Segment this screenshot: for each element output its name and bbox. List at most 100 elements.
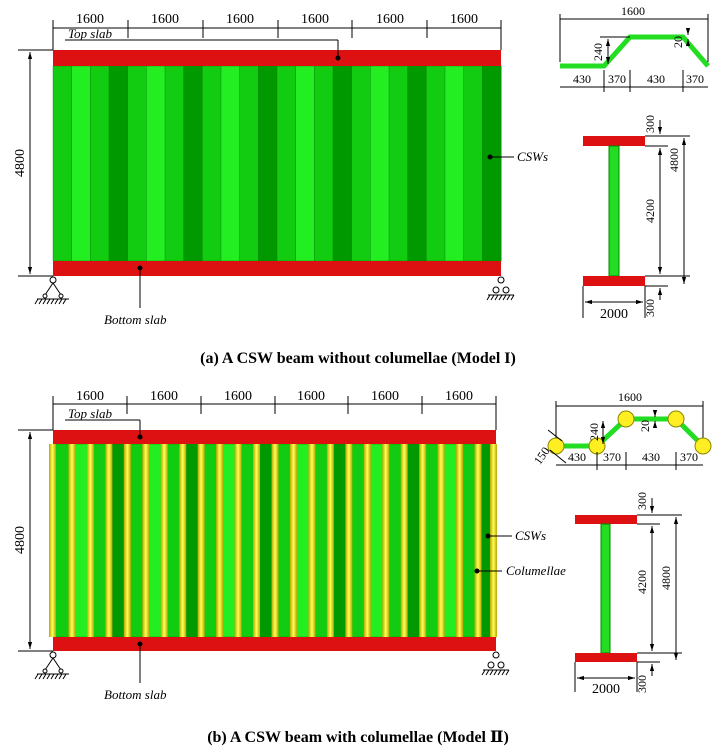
panel-a-section-top-dim: 300 [643,115,657,133]
panel-b-dim-1: 1600 [76,389,104,404]
panel-a: 1600 1600 1600 1600 1600 1600 4800 Top s… [13,4,710,367]
panel-a-csw-web [52,65,502,262]
panel-a-dim-5: 1600 [376,12,404,27]
csw-web-strip [239,65,259,262]
columella-bar [142,444,150,637]
panel-b-columellae [49,444,497,637]
panel-a-profile-total: 1600 [621,4,645,18]
panel-a-top-slab [53,50,501,66]
columella-bar [253,444,261,637]
panel-b-profile-thickness: 20 [638,420,652,432]
csw-web-strip [388,65,409,262]
csw-web-strip [295,65,315,262]
csw-web-strip [220,65,241,262]
panel-a-section-bottom-dim: 300 [643,299,657,317]
panel-a-profile-seg-4: 370 [686,72,704,86]
panel-a-bottom-slab-label: Bottom slab [104,312,167,327]
columella-bar [437,444,445,637]
panel-b-profile-seg-3: 430 [642,450,660,464]
panel-a-profile-depth: 240 [591,43,605,61]
columella-bar [234,444,242,637]
csw-web-strip [314,65,334,262]
columella-bar [490,444,497,637]
csw-web-strip [202,65,222,262]
columella-bar [474,444,482,637]
csw-web-strip [276,65,297,262]
panel-b-left-support [34,651,69,680]
panel-b-dim-3: 1600 [224,389,252,404]
panel-a-section-web [608,145,620,277]
csw-web-strip [407,65,427,262]
panel-b-section-width-dim: 2000 [592,682,620,697]
csw-web-strip [258,65,278,262]
panel-b-section-bottom-flange [575,653,637,662]
panel-b-section-bottom-dim: 300 [635,675,649,693]
panel-a-section-bottom-flange [583,276,645,286]
columella-bar [289,444,297,637]
panel-b-section-web [600,523,611,654]
columella-bar [179,444,187,637]
panel-b-profile-columella [694,437,712,455]
panel-b-bottom-slab-label: Bottom slab [104,687,167,702]
panel-a-csw-label: CSWs [517,149,548,164]
columella-bar [382,444,390,637]
columella-bar [271,444,279,637]
columella-bar [419,444,427,637]
columella-bar [49,444,56,637]
panel-a-bottom-slab [53,261,501,276]
panel-b-section-top-dim: 300 [635,492,649,510]
panel-a-section-total-dim: 4800 [667,148,681,172]
panel-b-profile-columella [667,410,685,428]
csw-web-strip [183,65,203,262]
csw-web-strip [90,65,110,262]
panel-a-profile-seg-3: 430 [647,72,665,86]
columella-bar [123,444,131,637]
csw-web-strip [52,65,73,262]
columella-bar [197,444,205,637]
columella-bar [105,444,113,637]
panel-b-csw-label: CSWs [515,528,546,543]
panel-a-section-web-dim: 4200 [643,199,657,223]
panel-b-profile-columella [617,410,635,428]
columella-bar [308,444,316,637]
panel-b-height-label: 4800 [13,526,28,554]
panel-a-right-support [486,276,515,301]
panel-b-section-web-dim: 4200 [635,570,649,594]
panel-b-profile-seg-1: 430 [568,450,586,464]
panel-b-caption: (b) A CSW beam with columellae (Model Ⅱ) [207,729,509,746]
panel-b-right-support [481,651,510,676]
csw-web-strip [444,65,465,262]
panel-a-profile-seg-2: 370 [608,72,626,86]
panel-a-caption: (a) A CSW beam without columellae (Model… [200,350,516,367]
panel-a-cross-section: 300 4200 4800 300 2000 [582,115,690,322]
csw-web-strip [71,65,91,262]
panel-b-top-slab-label: Top slab [68,406,112,421]
panel-a-profile: 1600 240 20 430 370 430 370 [559,4,710,92]
panel-a-section-width-dim: 2000 [600,307,628,322]
panel-a-dim-3: 1600 [226,12,254,27]
panel-b-segment-dims: 1600 1600 1600 1600 1600 1600 [52,389,497,430]
panel-a-profile-seg-1: 430 [573,72,591,86]
panel-a-dim-2: 1600 [151,12,179,27]
csw-web-strip [370,65,390,262]
csw-web-strip [164,65,185,262]
csw-web-strip [108,65,129,262]
csw-web-strip [332,65,353,262]
columella-bar [400,444,408,637]
csw-web-strip [351,65,371,262]
panel-b-height-dim: 4800 [13,429,53,652]
csw-web-strip [127,65,147,262]
panel-b-section-total-dim: 4800 [659,566,673,590]
panel-b-profile-columella [547,437,565,455]
panel-a-profile-shape [560,34,710,69]
panel-b-cross-section: 300 4200 4800 300 2000 [574,492,682,697]
csw-web-strip [463,65,483,262]
csw-web-strip [482,65,502,262]
csw-web-strip [146,65,166,262]
panel-a-top-slab-label: Top slab [68,26,112,41]
panel-a-dim-1: 1600 [76,12,104,27]
panel-b-bottom-slab [53,637,496,651]
panel-b-dim-6: 1600 [445,389,473,404]
panel-b-profile-depth: 240 [587,423,601,441]
panel-a-section-top-flange [583,136,645,146]
